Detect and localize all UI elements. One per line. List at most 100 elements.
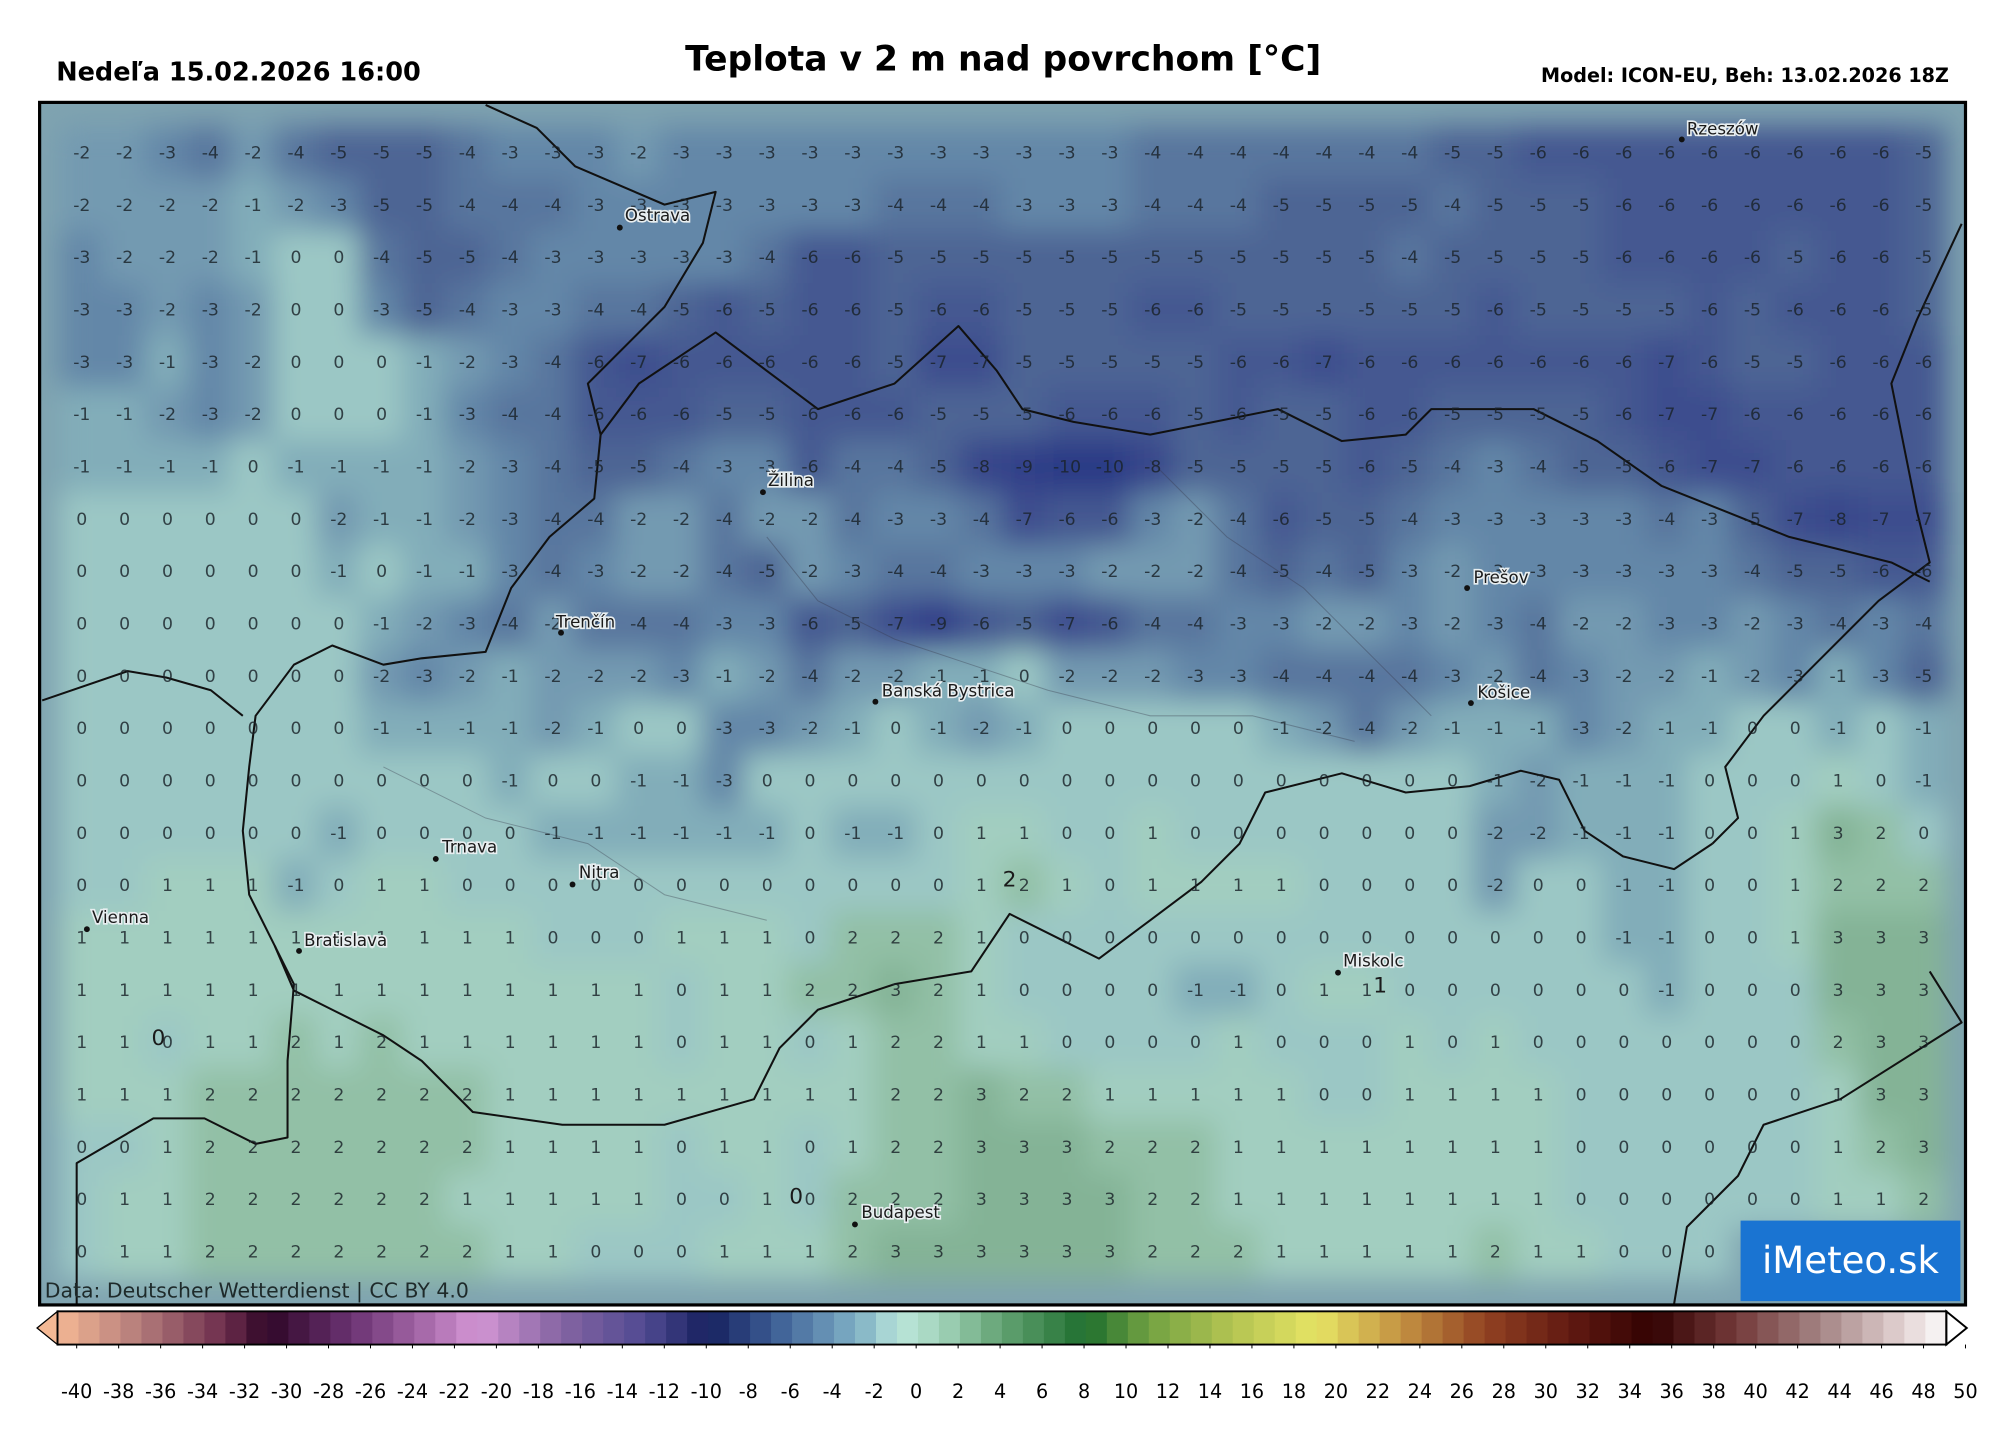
grid-value: -8	[973, 457, 990, 477]
grid-value: 1	[462, 1190, 473, 1210]
temperature-cell	[358, 492, 405, 548]
grid-value: 0	[548, 876, 559, 896]
temperature-cell	[744, 649, 790, 705]
grid-value: -6	[1830, 144, 1847, 164]
grid-value: -6	[973, 301, 990, 321]
colorbar-swatch	[561, 1311, 583, 1345]
grid-value: 3	[1104, 1190, 1115, 1210]
city-dot	[872, 698, 879, 705]
temperature-cell	[1172, 126, 1219, 181]
temperature-cell	[1387, 544, 1433, 600]
grid-value: -5	[1016, 614, 1033, 634]
temperature-cell	[1001, 1015, 1047, 1071]
temperature-cell	[1429, 597, 1476, 652]
temperature-cell	[316, 387, 362, 443]
grid-value: -1	[416, 719, 433, 739]
colorbar-tick-label: -40	[61, 1380, 92, 1403]
temperature-cell	[1901, 701, 1947, 757]
grid-value: -3	[844, 144, 861, 164]
grid-value: 0	[1404, 928, 1415, 948]
temperature-cell	[187, 806, 233, 862]
temperature-cell	[744, 387, 790, 443]
grid-value: 1	[1190, 876, 1201, 896]
temperature-cell	[915, 701, 962, 757]
grid-value: -3	[1872, 614, 1889, 634]
temperature-cell	[1472, 1120, 1519, 1176]
grid-value: -6	[1615, 248, 1632, 268]
temperature-cell	[1215, 1172, 1262, 1228]
grid-value: 0	[76, 824, 87, 844]
temperature-cell	[1215, 544, 1262, 600]
grid-value: -5	[1615, 301, 1632, 321]
temperature-cell	[744, 440, 790, 495]
temperature-cell	[316, 911, 362, 966]
grid-value: -1	[1572, 771, 1589, 791]
colorbar-tick-label: -18	[523, 1380, 554, 1403]
grid-value: 0	[1576, 928, 1587, 948]
grid-value: 1	[633, 981, 644, 1001]
temperature-cell	[1387, 230, 1433, 286]
grid-value: -4	[587, 301, 604, 321]
temperature-cell	[787, 1068, 833, 1123]
temperature-cell	[530, 283, 576, 338]
grid-value: 0	[162, 614, 173, 634]
temperature-cell	[1601, 754, 1647, 809]
temperature-cell	[1215, 335, 1262, 391]
grid-value: -6	[1572, 353, 1589, 373]
temperature-cell	[787, 387, 833, 443]
grid-value: -2	[801, 562, 818, 582]
grid-value: 1	[505, 1033, 516, 1053]
temperature-cell	[1001, 230, 1047, 286]
temperature-cell	[316, 440, 362, 495]
temperature-cell	[59, 963, 105, 1019]
grid-value: -7	[1701, 405, 1718, 425]
grid-value: 2	[1104, 1138, 1115, 1158]
temperature-cell	[1258, 492, 1304, 548]
temperature-cell	[1686, 1225, 1733, 1280]
grid-value: 0	[633, 928, 644, 948]
grid-value: 3	[890, 1242, 901, 1262]
grid-value: 3	[1918, 981, 1929, 1001]
grid-value: 0	[1618, 1138, 1629, 1158]
temperature-cell	[1901, 387, 1947, 443]
grid-value: -8	[1144, 457, 1161, 477]
temperature-cell	[915, 178, 962, 234]
temperature-cell	[230, 178, 276, 234]
grid-value: 0	[805, 771, 816, 791]
grid-value: -4	[673, 614, 690, 634]
temperature-cell	[872, 544, 919, 600]
grid-value: -1	[416, 510, 433, 530]
grid-value: -3	[202, 405, 219, 425]
grid-value: -5	[1315, 457, 1332, 477]
grid-value: -2	[245, 144, 262, 164]
grid-value: -4	[1744, 562, 1761, 582]
temperature-cell	[358, 963, 405, 1019]
temperature-cell	[273, 283, 319, 338]
grid-value: -4	[1187, 196, 1204, 216]
grid-value: 0	[676, 1242, 687, 1262]
grid-value: -3	[544, 248, 561, 268]
grid-value: 1	[1404, 1138, 1415, 1158]
temperature-cell	[187, 1015, 233, 1071]
grid-value: 0	[290, 719, 301, 739]
grid-value: 0	[1062, 981, 1073, 1001]
grid-value: -3	[202, 301, 219, 321]
temperature-cell	[1301, 1225, 1347, 1280]
grid-value: -5	[1358, 301, 1375, 321]
temperature-cell	[101, 283, 148, 338]
grid-value: -3	[673, 667, 690, 687]
temperature-cell	[1729, 597, 1776, 652]
temperature-cell	[1044, 858, 1090, 914]
colorbar-tick-label: -10	[691, 1380, 722, 1403]
grid-value: -3	[1701, 562, 1718, 582]
grid-value: 0	[1190, 824, 1201, 844]
colorbar-tick-label: -20	[481, 1380, 512, 1403]
grid-value: -5	[1273, 562, 1290, 582]
grid-value: 1	[1276, 1085, 1287, 1105]
grid-value: -6	[1787, 301, 1804, 321]
grid-value: 0	[205, 719, 216, 739]
colorbar-tick-label: 18	[1282, 1380, 1306, 1403]
grid-value: 1	[1233, 876, 1244, 896]
grid-value: -1	[1187, 981, 1204, 1001]
temperature-cell	[830, 701, 876, 757]
